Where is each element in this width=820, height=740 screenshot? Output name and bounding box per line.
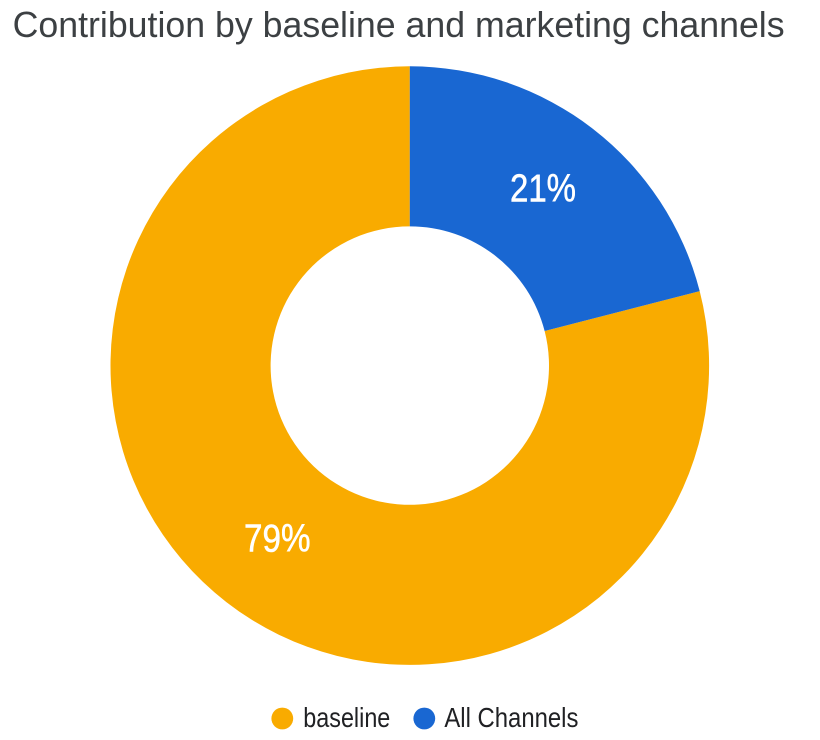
svg-text:79%: 79%	[244, 518, 311, 561]
svg-text:21%: 21%	[510, 168, 576, 211]
svg-text:baseline: baseline	[303, 702, 390, 733]
svg-text:Contribution by baseline and m: Contribution by baseline and marketing c…	[13, 4, 785, 45]
svg-text:All Channels: All Channels	[444, 702, 578, 733]
